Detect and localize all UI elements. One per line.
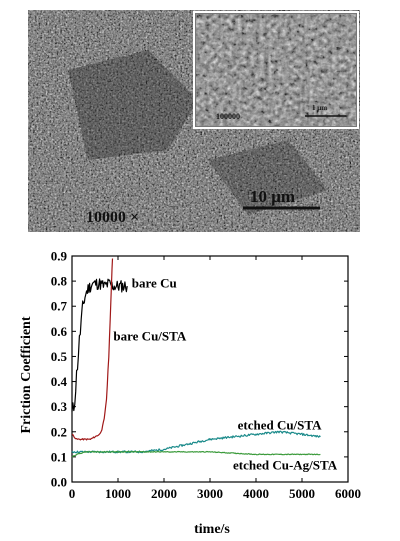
series-line-1: [71, 258, 114, 441]
y-axis-label: Friction Coefficient: [19, 316, 34, 433]
series-annotation-0: bare Cu: [132, 276, 177, 291]
x-axis-label: time/s: [194, 522, 230, 537]
series-annotation-2: etched Cu/STA: [238, 418, 323, 433]
y-tick-label: 0.6: [51, 324, 68, 339]
y-tick-label: 0.0: [51, 475, 67, 490]
x-tick-label: 5000: [289, 486, 315, 501]
series-line-3: [71, 450, 321, 458]
x-tick-label: 6000: [335, 486, 361, 501]
magnification-label: 10000 ×: [86, 209, 139, 226]
inset-scale-label: 1 μm: [312, 104, 327, 112]
y-tick-label: 0.1: [51, 449, 67, 464]
y-tick-label: 0.3: [51, 399, 68, 414]
chart-series: [71, 258, 321, 458]
y-tick-label: 0.4: [51, 374, 68, 389]
y-tick-label: 0.7: [51, 299, 68, 314]
series-line-2: [71, 430, 321, 454]
series-line-0: [71, 278, 128, 412]
x-tick-label: 0: [69, 486, 76, 501]
inset-magnification-label: 100000: [216, 112, 240, 121]
y-tick-label: 0.5: [51, 349, 68, 364]
series-annotation-1: bare Cu/STA: [113, 328, 186, 343]
friction-chart: 0 1000 2000 3000 4000 5000 6000 0.0 0.1 0.2 0.3 0.4…: [19, 249, 361, 538]
x-tick-label: 3000: [197, 486, 223, 501]
y-tick-label: 0.2: [51, 424, 67, 439]
series-annotation-3: etched Cu-Ag/STA: [233, 458, 338, 473]
sem-dark-region: [68, 50, 198, 160]
x-tick-label: 4000: [243, 486, 269, 501]
chart-annotations: bare Cu bare Cu/STA etched Cu/STA etched Cu…: [113, 276, 337, 473]
y-tick-label: 0.8: [51, 274, 68, 289]
y-tick-label: 0.9: [51, 249, 68, 264]
sem-micrograph: 100000 1 μm 10000 × 10 μm: [28, 10, 360, 232]
x-tick-label: 2000: [151, 486, 177, 501]
sem-dark-region: [208, 140, 328, 215]
inset-texture: [196, 14, 356, 126]
x-tick-label: 1000: [105, 486, 131, 501]
scale-label: 10 μm: [250, 187, 295, 206]
chart-ticks: 0 1000 2000 3000 4000 5000 6000 0.0 0.1 0.2 0.3 0.4…: [51, 249, 361, 502]
